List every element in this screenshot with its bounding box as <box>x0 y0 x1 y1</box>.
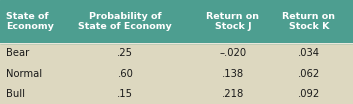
Text: .062: .062 <box>298 69 320 79</box>
Text: Return on
Stock K: Return on Stock K <box>282 12 335 31</box>
Text: .138: .138 <box>222 69 244 79</box>
Text: Bull: Bull <box>6 89 25 99</box>
Text: Probability of
State of Economy: Probability of State of Economy <box>78 12 172 31</box>
Text: State of
Economy: State of Economy <box>6 12 54 31</box>
Text: Return on
Stock J: Return on Stock J <box>207 12 259 31</box>
Text: .15: .15 <box>117 89 133 99</box>
Text: Normal: Normal <box>6 69 42 79</box>
Bar <box>0 0 353 43</box>
Text: .60: .60 <box>118 69 133 79</box>
Text: .092: .092 <box>298 89 320 99</box>
Text: .218: .218 <box>222 89 244 99</box>
Text: Bear: Bear <box>6 48 30 58</box>
Text: .25: .25 <box>117 48 133 58</box>
Text: –.020: –.020 <box>220 48 246 58</box>
Text: .034: .034 <box>298 48 320 58</box>
